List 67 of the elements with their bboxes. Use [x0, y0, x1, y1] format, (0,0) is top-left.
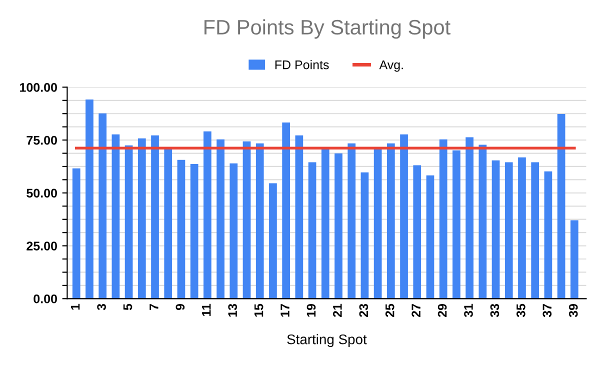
bar: [295, 135, 304, 299]
bar: [138, 138, 146, 299]
x-tick-label: 31: [464, 304, 473, 318]
x-tick-label: 5: [123, 304, 132, 310]
x-tick-label: 21: [333, 304, 342, 317]
bar: [504, 162, 513, 299]
legend-label: Avg.: [379, 60, 403, 72]
bar: [452, 150, 460, 299]
bar: [269, 183, 277, 299]
x-tick-label: 29: [438, 304, 447, 317]
x-tick-label: 25: [385, 304, 394, 317]
bar: [308, 162, 316, 299]
bar: [531, 162, 540, 299]
x-tick-label: 7: [150, 304, 158, 310]
y-tick-label: 100.00: [20, 82, 57, 92]
bar: [334, 153, 342, 299]
bar: [282, 122, 290, 299]
x-tick-label: 19: [306, 304, 316, 317]
bar: [230, 163, 238, 299]
x-tick-label: 37: [542, 304, 552, 318]
x-tick-label: 17: [280, 304, 290, 317]
bar: [164, 149, 172, 299]
x-tick-label: 15: [254, 304, 264, 317]
bar: [360, 172, 369, 299]
bar: [374, 149, 382, 299]
bar: [177, 160, 186, 299]
bar: [413, 165, 422, 299]
bar: [544, 171, 552, 299]
bar: [439, 139, 448, 299]
bar: [386, 143, 395, 299]
bar: [256, 143, 264, 299]
bar: [216, 139, 224, 299]
x-tick-label: 33: [490, 304, 500, 318]
x-tick-label: 9: [176, 304, 185, 310]
bar: [151, 135, 159, 299]
bar: [557, 114, 566, 299]
bar: [204, 131, 212, 299]
x-tick-label: 13: [228, 304, 238, 317]
bar: [400, 134, 408, 299]
bar: [242, 141, 251, 299]
bar: [478, 144, 487, 299]
x-tick-label: 23: [359, 304, 368, 317]
bar: [426, 175, 434, 299]
x-tick-label: 27: [412, 304, 420, 317]
y-tick-label: 50.00: [26, 188, 57, 198]
bar: [124, 145, 133, 299]
x-tick-label: 39: [568, 304, 578, 318]
bar: [72, 168, 80, 299]
y-tick-label: 75.00: [26, 136, 57, 145]
x-tick-label: 35: [516, 304, 526, 318]
legend-label: FD Points: [275, 60, 329, 70]
bar: [518, 157, 526, 299]
bar: [86, 99, 94, 299]
bar: [348, 143, 356, 299]
x-tick-label: 3: [97, 304, 106, 310]
x-tick-label: 1: [71, 304, 80, 310]
bar: [190, 164, 198, 299]
bar: [112, 134, 120, 299]
bar: [98, 113, 107, 299]
y-tick-label: 0.00: [34, 294, 57, 304]
bar: [492, 160, 500, 299]
y-tick-label: 25.00: [26, 242, 57, 250]
chart-title: FD Points By Starting Spot: [204, 19, 450, 39]
x-axis-title: Starting Spot: [287, 334, 367, 348]
bar: [466, 137, 474, 299]
x-tick-label: 11: [202, 304, 211, 316]
bar: [570, 220, 578, 299]
